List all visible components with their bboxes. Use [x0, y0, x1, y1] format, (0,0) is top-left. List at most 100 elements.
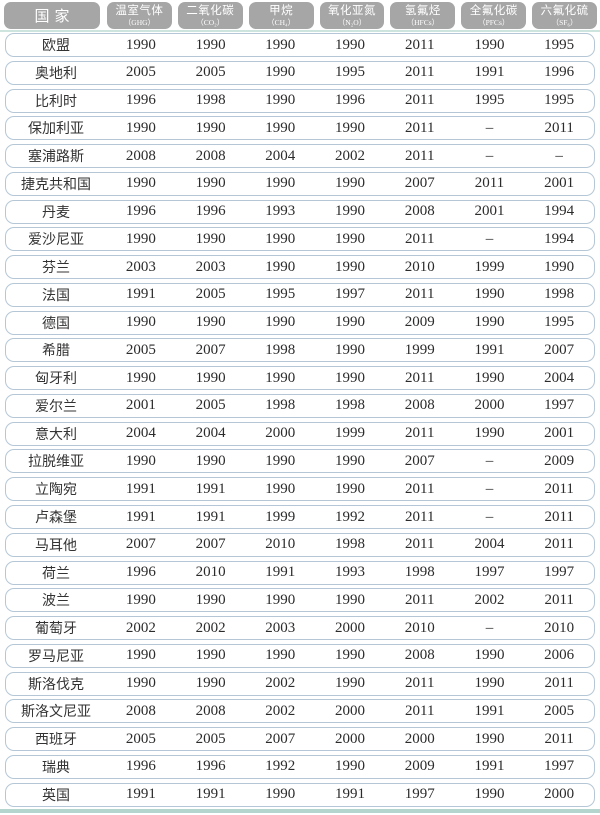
- base-year-value: 1991: [125, 480, 156, 497]
- base-year-value: 2008: [195, 147, 226, 164]
- base-year-value: 1990: [474, 675, 505, 692]
- base-year-value: 1990: [125, 119, 156, 136]
- base-year-value: 2006: [544, 647, 575, 664]
- gas-column-header: 全氟化碳 （PFCs）: [461, 2, 527, 29]
- base-year-value: –: [485, 452, 494, 469]
- header-cell-gas: 全氟化碳 （PFCs）: [458, 2, 529, 30]
- base-year-value: 2009: [544, 452, 575, 469]
- base-year-value: 1990: [474, 425, 505, 442]
- base-year-value: 2004: [474, 536, 505, 553]
- base-year-value: 2011: [405, 425, 435, 442]
- base-year-value: 2011: [405, 36, 435, 53]
- base-year-value: 1996: [195, 203, 226, 220]
- base-year-value: 1990: [125, 314, 156, 331]
- base-year-value: 2005: [195, 730, 226, 747]
- table-row: 瑞典 1996 1996 1992 1990 2009 1991 1997: [5, 754, 595, 779]
- base-year-value: 1990: [195, 119, 226, 136]
- country-name: 瑞典: [42, 760, 70, 776]
- base-year-value: 1990: [265, 92, 296, 109]
- base-year-value: 1990: [125, 591, 156, 608]
- base-year-value: 2011: [544, 480, 574, 497]
- base-year-value: 2010: [265, 536, 296, 553]
- base-year-value: 1990: [335, 175, 366, 192]
- base-year-value: 1990: [195, 175, 226, 192]
- base-year-value: 2002: [335, 147, 366, 164]
- base-year-value: 2010: [544, 619, 575, 636]
- country-name: 意大利: [35, 427, 77, 443]
- base-year-value: 1999: [404, 341, 435, 358]
- table-row: 德国 1990 1990 1990 1990 2009 1990 1995: [5, 310, 595, 335]
- base-year-value: 1991: [474, 341, 505, 358]
- base-year-value: 2011: [405, 591, 435, 608]
- base-year-value: 1990: [125, 175, 156, 192]
- base-year-value: 1990: [265, 314, 296, 331]
- base-year-value: 1990: [265, 175, 296, 192]
- base-year-value: 1995: [335, 64, 366, 81]
- base-year-value: 1995: [544, 314, 575, 331]
- base-year-value: 2011: [405, 147, 435, 164]
- country-name: 法国: [42, 288, 70, 304]
- base-year-value: 2007: [195, 341, 226, 358]
- base-year-value: 1990: [265, 591, 296, 608]
- table-row: 波兰 1990 1990 1990 1990 2011 2002 2011: [5, 588, 595, 613]
- gas-name-label: 氧化亚氮: [328, 4, 376, 17]
- base-year-value: 1998: [335, 397, 366, 414]
- table-row: 欧盟 1990 1990 1990 1990 2011 1990 1995: [5, 33, 595, 57]
- gas-column-header: 温室气体 （GHG）: [107, 2, 172, 29]
- base-year-value: 2007: [404, 175, 435, 192]
- country-name: 马耳他: [35, 538, 77, 554]
- gas-name-label: 氢氟烃: [404, 4, 441, 17]
- base-year-value: 1991: [335, 786, 366, 803]
- base-year-value: 1990: [544, 258, 575, 275]
- base-year-value: 1996: [125, 564, 156, 581]
- base-year-value: 1996: [125, 758, 156, 775]
- base-year-value: 2000: [265, 425, 296, 442]
- header-cell-gas: 氢氟烃 （HFCs）: [387, 2, 458, 30]
- base-year-value: 1991: [474, 64, 505, 81]
- country-name: 拉脱维亚: [28, 455, 84, 471]
- base-year-value: 1993: [335, 564, 366, 581]
- base-year-value: 2011: [405, 92, 435, 109]
- table-row: 意大利 2004 2004 2000 1999 2011 1990 2001: [5, 421, 595, 446]
- table-row: 立陶宛 1991 1991 1990 1990 2011 – 2011: [5, 477, 595, 502]
- base-year-value: –: [485, 480, 494, 497]
- table-row: 捷克共和国 1990 1990 1990 1990 2007 2011 2001: [5, 171, 595, 196]
- table-row: 葡萄牙 2002 2002 2003 2000 2010 – 2010: [5, 616, 595, 641]
- base-year-value: 2007: [125, 536, 156, 553]
- base-year-value: 1994: [544, 230, 575, 247]
- country-name: 丹麦: [42, 205, 70, 221]
- base-year-value: 2011: [405, 119, 435, 136]
- base-year-value: 1991: [125, 286, 156, 303]
- base-year-value: 2003: [265, 619, 296, 636]
- base-year-value: 2005: [544, 702, 575, 719]
- bottom-accent-bar: [0, 809, 600, 813]
- table-row: 希腊 2005 2007 1998 1990 1999 1991 2007: [5, 338, 595, 363]
- base-year-value: 1998: [404, 564, 435, 581]
- gas-formula-label: （GHG）: [123, 17, 156, 27]
- base-year-value: 2011: [405, 702, 435, 719]
- base-year-value: –: [485, 119, 494, 136]
- base-year-value: 1990: [195, 36, 226, 53]
- base-year-value: 2008: [125, 702, 156, 719]
- country-name: 爱沙尼亚: [28, 233, 84, 249]
- base-year-value: 2011: [544, 508, 574, 525]
- base-year-value: 1991: [195, 786, 226, 803]
- gas-formula-label: （CH₄）: [267, 17, 296, 27]
- base-year-value: 2011: [405, 480, 435, 497]
- base-year-value: –: [485, 147, 494, 164]
- table-row: 拉脱维亚 1990 1990 1990 1990 2007 – 2009: [5, 449, 595, 474]
- base-year-value: 1991: [195, 480, 226, 497]
- country-name: 匈牙利: [35, 372, 77, 388]
- country-column-header: 国家: [4, 2, 100, 29]
- base-year-value: 1990: [125, 675, 156, 692]
- base-year-value: 2011: [405, 536, 435, 553]
- base-year-value: 2011: [544, 119, 574, 136]
- base-year-value: 1990: [195, 647, 226, 664]
- table-body: 欧盟 1990 1990 1990 1990 2011 1990 1995 奥地利 2005 200…: [5, 33, 595, 807]
- gas-formula-label: （PFCs）: [478, 17, 510, 27]
- base-year-value: 1998: [195, 92, 226, 109]
- base-year-value: 1997: [544, 564, 575, 581]
- base-year-value: 1990: [335, 341, 366, 358]
- country-name: 罗马尼亚: [28, 649, 84, 665]
- base-year-value: 2007: [404, 452, 435, 469]
